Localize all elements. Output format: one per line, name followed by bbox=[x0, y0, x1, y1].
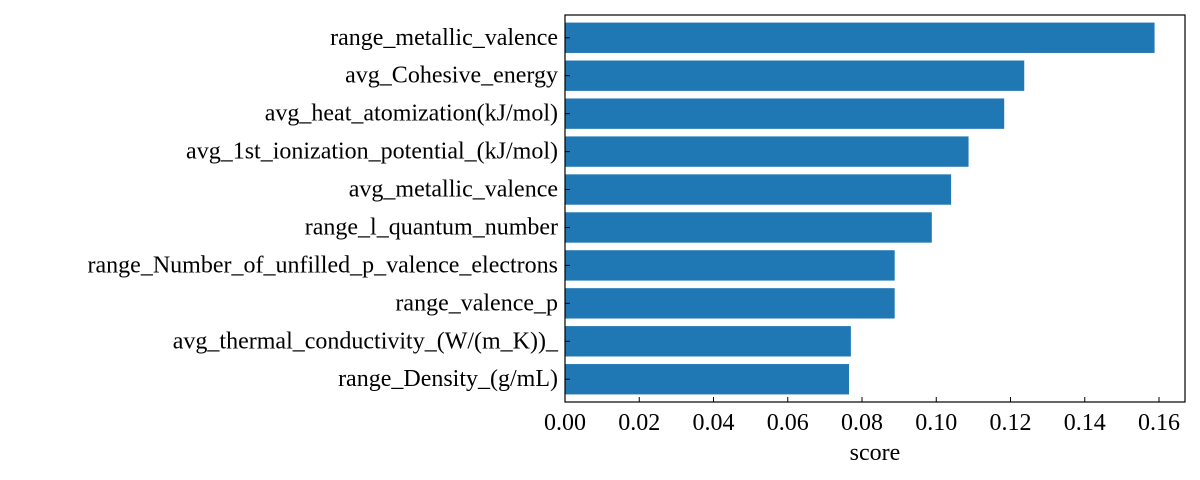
bar bbox=[565, 98, 1005, 129]
x-axis-label: score bbox=[850, 440, 901, 466]
x-tick-label: 0.06 bbox=[767, 410, 809, 436]
bar bbox=[565, 136, 969, 167]
x-tick-label: 0.00 bbox=[544, 410, 586, 436]
category-label: range_Density_(g/mL) bbox=[338, 366, 558, 392]
bar bbox=[565, 22, 1155, 53]
x-tick-label: 0.02 bbox=[618, 410, 660, 436]
x-tick-label: 0.08 bbox=[841, 410, 883, 436]
category-label: avg_heat_atomization(kJ/mol) bbox=[265, 101, 558, 127]
x-tick-label: 0.12 bbox=[990, 410, 1032, 436]
x-tick-label: 0.04 bbox=[693, 410, 735, 436]
bar bbox=[565, 288, 895, 319]
category-label: range_metallic_valence bbox=[330, 25, 558, 51]
bar bbox=[565, 326, 851, 357]
category-label: avg_1st_ionization_potential_(kJ/mol) bbox=[186, 139, 558, 165]
x-tick-label: 0.10 bbox=[915, 410, 957, 436]
x-tick-label: 0.16 bbox=[1138, 410, 1180, 436]
bar bbox=[565, 364, 850, 395]
category-labels: range_metallic_valence avg_Cohesive_energ… bbox=[88, 25, 570, 392]
category-label: avg_Cohesive_energy bbox=[345, 63, 558, 89]
category-label: avg_thermal_conductivity_(W/(m_K))_ bbox=[173, 328, 559, 354]
x-tick-label: 0.14 bbox=[1064, 410, 1106, 436]
bar bbox=[565, 60, 1025, 91]
bars-group bbox=[565, 22, 1155, 395]
category-label: range_l_quantum_number bbox=[305, 214, 558, 240]
category-label: range_valence_p bbox=[395, 290, 558, 316]
plot-frame bbox=[564, 14, 1186, 403]
bar bbox=[565, 174, 952, 205]
category-label: avg_metallic_valence bbox=[349, 177, 558, 203]
category-label: range_Number_of_unfilled_p_valence_elect… bbox=[88, 252, 558, 278]
bar bbox=[565, 212, 932, 243]
x-axis-ticks: 0.00 0.02 0.04 0.06 0.08 0.10 0.12 0.14 0.16 bbox=[544, 397, 1180, 436]
bar bbox=[565, 250, 895, 281]
